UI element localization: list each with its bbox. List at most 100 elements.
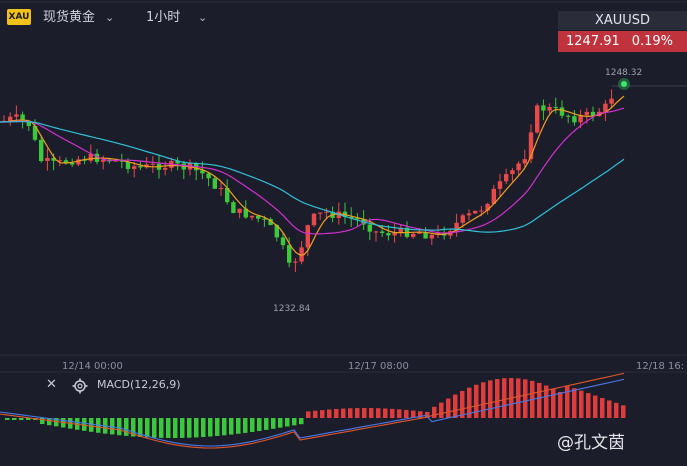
macd-hist-bar: [320, 410, 325, 418]
candle-body: [113, 160, 118, 162]
macd-hist-bar: [138, 418, 143, 437]
macd-hist-bar: [89, 418, 94, 432]
quote-box[interactable]: XAUUSD 1247.91 0.19%: [558, 11, 687, 52]
macd-hist-bar: [600, 398, 605, 418]
moving-averages: [0, 95, 625, 256]
candle-body: [76, 159, 81, 165]
candle-body: [119, 160, 124, 162]
candle-body: [429, 234, 434, 239]
timeframe-selector[interactable]: 1小时: [146, 10, 181, 25]
candle-body: [225, 188, 230, 203]
macd-hist-bar: [131, 418, 136, 437]
candle-body: [504, 174, 509, 182]
close-icon[interactable]: ✕: [46, 377, 57, 392]
macd-hist-bar: [229, 418, 234, 435]
symbol-badge[interactable]: XAU: [7, 9, 31, 25]
macd-hist-bar: [215, 418, 220, 436]
macd-hist-bar: [495, 379, 500, 418]
macd-hist-bar: [579, 390, 584, 418]
candle-body: [237, 208, 242, 213]
chevron-down-icon[interactable]: ⌄: [105, 11, 115, 24]
macd-hist-bar: [159, 418, 164, 438]
macd-hist-bar: [285, 418, 290, 427]
macd-hist-bar: [537, 382, 542, 418]
macd-hist-bar: [292, 418, 297, 426]
macd-hist-bar: [250, 418, 255, 432]
candle-body: [32, 126, 38, 140]
candle-body: [249, 215, 255, 218]
candle-body: [293, 261, 298, 263]
live-dot: [621, 81, 627, 87]
macd-hist-bar: [390, 408, 395, 418]
macd-hist-bar: [460, 390, 465, 418]
macd-hist-bar: [425, 411, 430, 418]
candle-body: [70, 163, 75, 165]
macd-hist-bar: [54, 418, 59, 427]
candle-body: [609, 98, 614, 104]
candle-body: [20, 114, 25, 121]
quote-price-row: 1247.91 0.19%: [558, 31, 687, 52]
candle-body: [423, 232, 428, 239]
candle-body: [311, 213, 317, 226]
macd-hist-bar: [264, 418, 269, 430]
candle-body: [522, 159, 527, 164]
macd-hist-bar: [446, 398, 451, 418]
candle-body: [553, 106, 558, 108]
macd-hist-bar: [82, 418, 87, 431]
macd-hist-bar: [397, 409, 402, 418]
candle-body: [572, 116, 577, 123]
macd-hist-bar: [565, 385, 570, 418]
candle-body: [268, 219, 273, 226]
x-label-2: 12/17 08:00: [348, 361, 409, 372]
macd-hist-bar: [607, 400, 612, 418]
macd-hist-bar: [152, 418, 157, 438]
candle-body: [243, 208, 248, 218]
candle-body: [479, 210, 484, 212]
candle-body: [218, 188, 224, 190]
candle-body: [138, 166, 143, 168]
macd-hist-bar: [453, 394, 458, 418]
gear-icon[interactable]: [72, 378, 88, 394]
macd-hist-bar: [551, 388, 556, 418]
macd-hist-bar: [516, 378, 521, 418]
macd-label: MACD(12,26,9): [97, 378, 181, 391]
macd-hist-bar: [166, 418, 171, 438]
macd-hist-bar: [243, 418, 248, 433]
candle-body: [14, 114, 19, 117]
candle-body: [535, 105, 540, 133]
watermark: @孔文茵: [557, 433, 625, 453]
candle-body: [559, 107, 565, 116]
macd-hist-bar: [271, 418, 276, 429]
candle-body: [373, 231, 379, 233]
ma-mid-line: [0, 107, 625, 235]
chevron-down-icon[interactable]: ⌄: [198, 11, 208, 24]
macd-header: ✕ MACD(12,26,9): [0, 373, 300, 399]
macd-hist-bar: [362, 408, 367, 418]
macd-hist-bar: [117, 418, 122, 436]
candle-body: [26, 120, 31, 127]
candle-body: [51, 157, 56, 161]
candle-body: [367, 224, 372, 232]
macd-hist-bar: [222, 418, 227, 436]
macd-hist-bar: [194, 418, 199, 438]
candle-body: [57, 160, 62, 162]
candle-body: [386, 233, 391, 236]
high-label: 1248.32: [605, 68, 642, 78]
candle-body: [584, 111, 589, 116]
candle-body: [125, 161, 131, 169]
instrument-selector[interactable]: 现货黄金: [43, 10, 96, 25]
macd-hist-bar: [572, 388, 577, 418]
macd-hist-bar: [404, 409, 409, 418]
macd-hist-bar: [334, 408, 339, 418]
macd-hist-bar: [299, 418, 304, 425]
macd-hist-bar: [313, 410, 318, 418]
macd-hist-bar: [201, 418, 206, 438]
candle-body: [485, 203, 490, 211]
candle-body: [528, 132, 534, 160]
candle-body: [603, 103, 608, 112]
x-label-1: 12/14 00:00: [62, 361, 123, 372]
candle-body: [101, 159, 106, 162]
candle-body: [206, 173, 211, 179]
candle-body: [262, 218, 267, 220]
